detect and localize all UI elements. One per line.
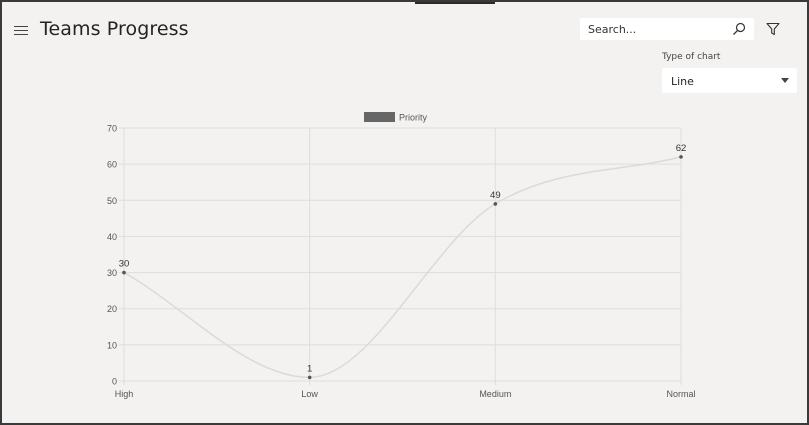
filter-icon[interactable] [766, 22, 780, 36]
y-tick-label: 60 [107, 160, 117, 170]
data-point[interactable] [679, 155, 683, 159]
hamburger-menu-icon[interactable] [14, 26, 28, 36]
y-tick-label: 10 [107, 340, 117, 350]
y-tick-label: 20 [107, 304, 117, 314]
chevron-down-icon [781, 78, 789, 83]
page-title: Teams Progress [40, 18, 189, 40]
search-box[interactable] [580, 18, 754, 40]
x-tick-label: Normal [666, 389, 695, 399]
data-label: 30 [119, 259, 130, 270]
y-tick-label: 70 [107, 124, 117, 134]
data-label: 49 [490, 190, 501, 201]
y-tick-label: 40 [107, 232, 117, 242]
search-input[interactable] [588, 21, 728, 37]
y-tick-label: 0 [112, 377, 117, 387]
search-icon[interactable] [732, 22, 746, 36]
x-tick-label: Low [301, 389, 318, 399]
x-tick-label: High [115, 389, 134, 399]
data-label: 62 [676, 143, 687, 154]
x-tick-label: Medium [479, 389, 511, 399]
data-point[interactable] [122, 270, 126, 275]
top-accent-bar [415, 2, 495, 4]
data-label: 1 [307, 363, 312, 374]
data-point[interactable] [307, 375, 312, 380]
y-tick-label: 50 [107, 196, 117, 206]
series-line [123, 156, 682, 379]
data-point[interactable] [493, 202, 498, 206]
chart-type-selected: Line [671, 75, 694, 88]
legend-swatch[interactable] [364, 112, 395, 122]
y-tick-label: 30 [107, 268, 117, 278]
chart-type-dropdown[interactable]: Line [662, 68, 797, 93]
legend-label[interactable]: Priority [399, 113, 428, 123]
chart-type-label: Type of chart [662, 52, 721, 62]
